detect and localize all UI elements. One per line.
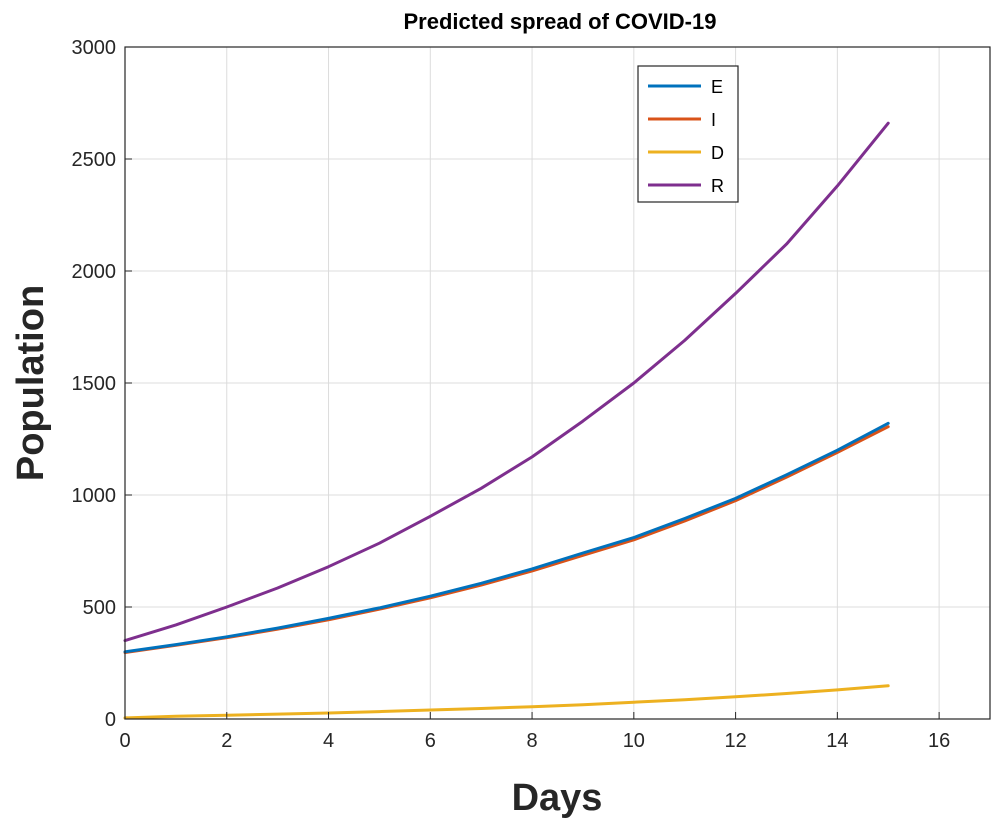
x-tick-label: 0: [119, 730, 130, 752]
x-axis-label: Days: [512, 777, 603, 819]
y-tick-label: 1000: [72, 485, 117, 507]
series-line-d: [123, 684, 890, 720]
y-tick-label: 500: [83, 597, 116, 619]
series-group: [123, 121, 890, 720]
y-tick-label: 2000: [72, 261, 117, 283]
y-tick-label: 3000: [72, 37, 117, 59]
series-line-r: [123, 121, 890, 643]
x-tick-label: 6: [425, 730, 436, 752]
x-tick-label: 2: [221, 730, 232, 752]
legend-box: [637, 65, 739, 203]
legend-label-i: I: [711, 110, 716, 130]
x-tick-label: 12: [724, 730, 746, 752]
x-tick-label: 8: [526, 730, 537, 752]
legend-label-e: E: [711, 77, 723, 97]
chart-title: Predicted spread of COVID-19: [404, 9, 717, 34]
x-tick-label: 10: [623, 730, 645, 752]
y-axis-label: Population: [10, 285, 52, 481]
x-axis-ticks: 0 2 4 6 8 10 12 14 16: [119, 712, 950, 752]
series-line-e: [123, 421, 890, 654]
y-axis-ticks: 0 500 1000 1500 2000 2500 3000: [72, 37, 132, 731]
x-tick-label: 4: [323, 730, 334, 752]
legend-label-d: D: [711, 143, 724, 163]
y-tick-label: 2500: [72, 149, 117, 171]
x-tick-label: 16: [928, 730, 950, 752]
legend-label-r: R: [711, 176, 724, 196]
y-tick-label: 1500: [72, 373, 117, 395]
x-tick-label: 14: [826, 730, 848, 752]
y-tick-label: 0: [105, 709, 116, 731]
